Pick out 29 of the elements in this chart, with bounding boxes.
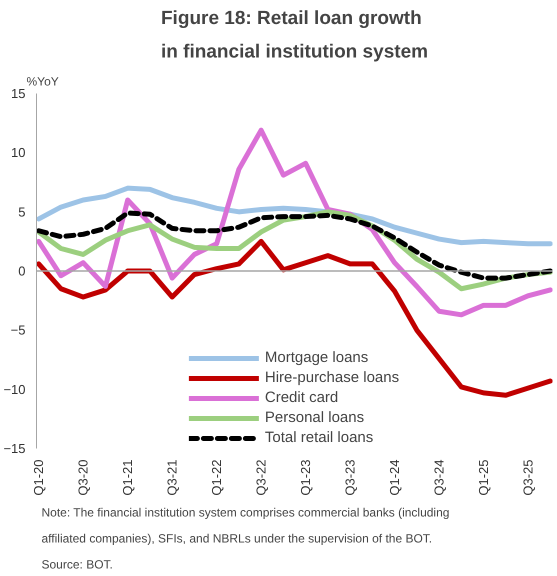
y-axis-title: %YoY (26, 74, 59, 88)
legend-label: Hire-purchase loans (264, 369, 400, 386)
x-tick-label: Q3-23 (342, 459, 358, 496)
x-tick-label: Q1-20 (31, 459, 46, 496)
legend-label: Credit card (264, 389, 338, 406)
x-tick-label: Q3-21 (164, 459, 180, 496)
y-tick-label: 10 (11, 145, 26, 160)
x-tick-label: Q1-21 (120, 459, 136, 496)
x-tick-label: Q1-22 (209, 459, 224, 496)
y-tick-label: −10 (3, 382, 26, 397)
y-tick-label: −5 (10, 322, 26, 338)
legend-label: Mortgage loans (264, 349, 368, 366)
text: Note: The financial institution system comprises commercial banks (including (42, 506, 450, 520)
x-tick-label: Q3-25 (520, 459, 536, 496)
y-tick-label: −15 (3, 441, 26, 456)
chart-title: Figure 18: Retail loan growth in financial institution system (160, 8, 428, 62)
x-tick-label: Q3-22 (254, 459, 269, 496)
legend-label: Total retail loans (264, 429, 374, 446)
x-tick-label: Q3-24 (432, 459, 447, 496)
y-tick-label: 5 (18, 204, 26, 220)
x-tick-label: Q1-25 (476, 459, 492, 496)
x-tick-label: Q1-24 (387, 459, 402, 496)
y-tick-label: 15 (11, 86, 26, 101)
legend-label: Personal loans (264, 409, 364, 426)
text: affiliated companies), SFIs, and NBRLs under the supervision of the BOT. (42, 532, 432, 546)
source-note: Source: BOT. (42, 558, 113, 572)
y-tick-label: 0 (18, 264, 26, 278)
x-tick-label: Q3-20 (76, 459, 91, 496)
x-tick-label: Q1-23 (298, 459, 314, 496)
